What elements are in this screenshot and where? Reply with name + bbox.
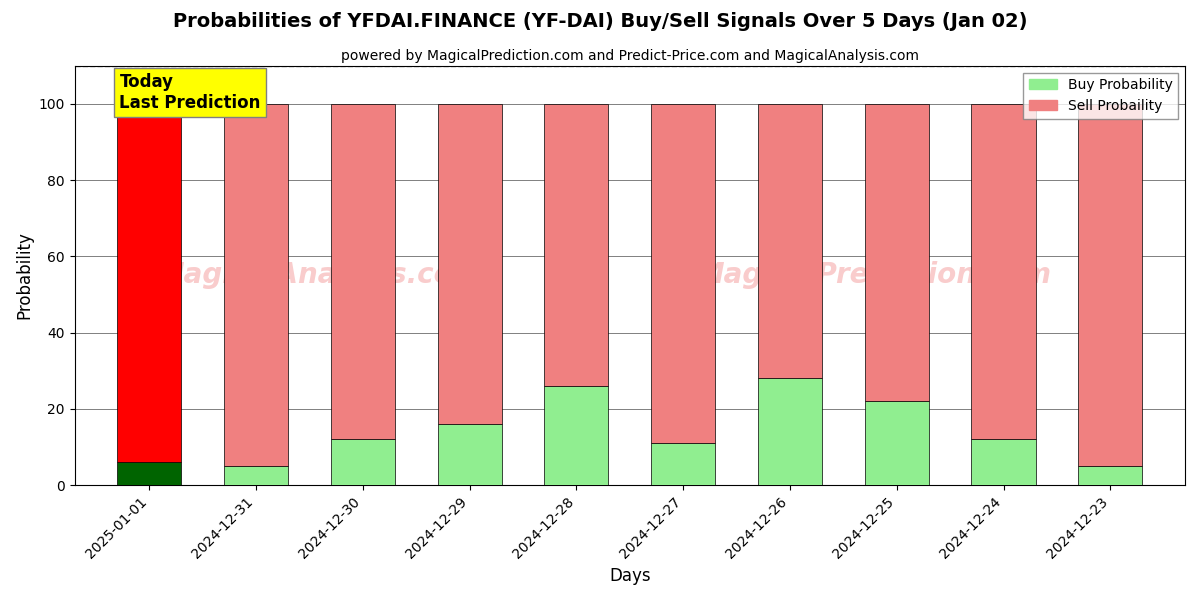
Bar xyxy=(224,104,288,466)
Text: Probabilities of YFDAI.FINANCE (YF-DAI) Buy/Sell Signals Over 5 Days (Jan 02): Probabilities of YFDAI.FINANCE (YF-DAI) … xyxy=(173,12,1027,31)
Bar xyxy=(652,104,715,443)
Text: MagicalPrediction.com: MagicalPrediction.com xyxy=(697,262,1051,289)
Bar xyxy=(224,466,288,485)
Bar xyxy=(652,443,715,485)
Title: powered by MagicalPrediction.com and Predict-Price.com and MagicalAnalysis.com: powered by MagicalPrediction.com and Pre… xyxy=(341,49,919,63)
Legend: Buy Probability, Sell Probaility: Buy Probability, Sell Probaility xyxy=(1024,73,1178,119)
Bar xyxy=(972,439,1036,485)
Bar xyxy=(438,424,502,485)
Bar xyxy=(1079,466,1142,485)
Bar xyxy=(118,104,181,463)
Bar xyxy=(545,104,608,386)
Bar xyxy=(865,104,929,401)
Bar xyxy=(331,104,395,439)
Bar xyxy=(972,104,1036,439)
Bar xyxy=(331,439,395,485)
Text: MagicalAnalysis.com: MagicalAnalysis.com xyxy=(156,262,481,289)
Bar xyxy=(758,379,822,485)
Bar xyxy=(865,401,929,485)
Y-axis label: Probability: Probability xyxy=(16,232,34,319)
X-axis label: Days: Days xyxy=(610,567,650,585)
Bar xyxy=(438,104,502,424)
Bar xyxy=(758,104,822,379)
Bar xyxy=(1079,104,1142,466)
Bar xyxy=(545,386,608,485)
Bar xyxy=(118,463,181,485)
Text: Today
Last Prediction: Today Last Prediction xyxy=(120,73,260,112)
